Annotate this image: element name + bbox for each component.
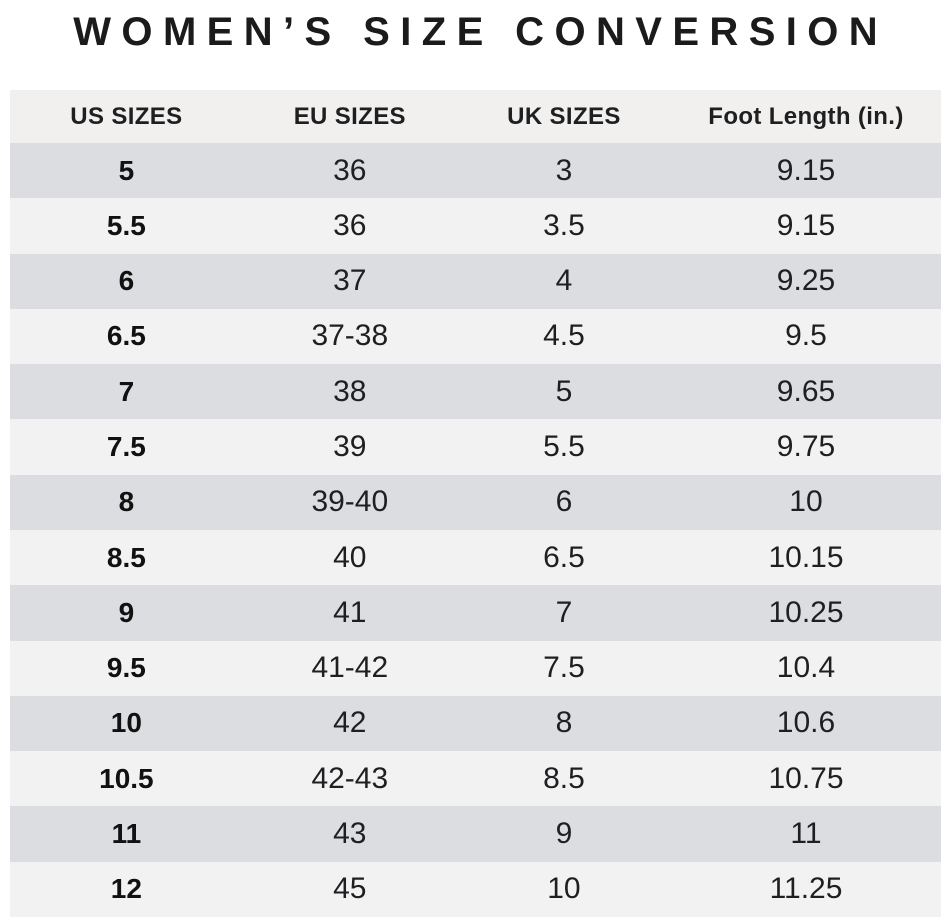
cell-foot-length: 10.4 <box>776 651 836 685</box>
cell-eu-size: 42 <box>333 706 367 740</box>
table-row: 5 36 3 9.15 <box>10 143 941 199</box>
table-body: 5 36 3 9.15 5.5 36 3.5 9.15 6 37 4 9.25 6.5 37-38 4.5 9… <box>10 143 941 917</box>
table-header-row: US SIZES EU SIZES UK SIZES Foot Length (… <box>10 90 941 143</box>
cell-eu-size: 41-42 <box>311 651 389 685</box>
cell-eu-size: 38 <box>333 374 367 408</box>
cell-us-size: 5.5 <box>106 209 146 241</box>
cell-foot-length: 10 <box>789 485 823 519</box>
cell-eu-size: 41 <box>333 595 367 629</box>
cell-us-size: 9.5 <box>106 652 146 684</box>
table-row: 6.5 37-38 4.5 9.5 <box>10 308 941 365</box>
cell-uk-size: 9 <box>555 817 573 851</box>
cell-eu-size: 37 <box>333 264 367 298</box>
cell-us-size: 10.5 <box>99 762 154 794</box>
cell-us-size: 6 <box>118 265 135 297</box>
cell-foot-length: 9.15 <box>776 153 836 187</box>
cell-uk-size: 4 <box>555 264 573 298</box>
cell-foot-length: 10.6 <box>776 706 836 740</box>
table-row: 10.5 42-43 8.5 10.75 <box>10 751 941 807</box>
column-header-uk-sizes: UK SIZES <box>507 102 621 130</box>
table-row: 8.5 40 6.5 10.15 <box>10 529 941 586</box>
cell-uk-size: 4.5 <box>543 319 585 353</box>
table-row: 8 39-40 6 10 <box>10 474 941 530</box>
table-row: 9 41 7 10.25 <box>10 585 941 641</box>
cell-us-size: 7 <box>118 375 135 407</box>
cell-us-size: 7.5 <box>106 431 146 463</box>
size-conversion-table: US SIZES EU SIZES UK SIZES Foot Length (… <box>10 90 941 917</box>
table-row: 7 38 5 9.65 <box>10 364 941 420</box>
cell-foot-length: 9.25 <box>776 264 836 298</box>
cell-us-size: 6.5 <box>106 320 146 352</box>
cell-uk-size: 10 <box>547 872 581 906</box>
cell-foot-length: 11.25 <box>769 872 843 906</box>
cell-us-size: 10 <box>110 707 142 739</box>
cell-foot-length: 10.25 <box>768 595 844 629</box>
cell-uk-size: 5 <box>555 374 573 408</box>
cell-us-size: 8.5 <box>106 541 146 573</box>
cell-foot-length: 10.15 <box>768 540 844 574</box>
column-header-us-sizes: US SIZES <box>70 102 183 130</box>
cell-eu-size: 43 <box>333 817 367 851</box>
cell-uk-size: 7.5 <box>543 651 585 685</box>
table-row: 11 43 9 11 <box>10 806 941 862</box>
cell-eu-size: 37-38 <box>311 319 389 353</box>
column-header-eu-sizes: EU SIZES <box>293 102 406 130</box>
table-row: 10 42 8 10.6 <box>10 695 941 752</box>
column-header-foot-length: Foot Length (in.) <box>708 102 904 130</box>
page-title: WOMEN’S SIZE CONVERSION <box>73 10 889 54</box>
cell-uk-size: 6 <box>555 485 573 519</box>
table-row: 7.5 39 5.5 9.75 <box>10 419 941 475</box>
cell-uk-size: 3 <box>555 153 573 187</box>
cell-foot-length: 11 <box>790 817 822 851</box>
table-row: 9.5 41-42 7.5 10.4 <box>10 640 941 696</box>
cell-eu-size: 39 <box>333 430 367 464</box>
cell-eu-size: 45 <box>333 872 367 906</box>
cell-eu-size: 40 <box>333 540 367 574</box>
cell-foot-length: 9.75 <box>776 430 836 464</box>
cell-us-size: 5 <box>118 154 135 186</box>
cell-eu-size: 39-40 <box>311 485 389 519</box>
cell-uk-size: 8 <box>555 706 573 740</box>
cell-uk-size: 8.5 <box>543 761 585 795</box>
cell-uk-size: 3.5 <box>543 208 585 242</box>
cell-us-size: 12 <box>110 873 142 905</box>
table-row: 6 37 4 9.25 <box>10 253 941 309</box>
cell-us-size: 11 <box>111 818 142 850</box>
table-row: 5.5 36 3.5 9.15 <box>10 198 941 254</box>
cell-uk-size: 6.5 <box>543 540 585 574</box>
cell-uk-size: 7 <box>555 595 573 629</box>
cell-eu-size: 36 <box>333 153 367 187</box>
cell-foot-length: 9.65 <box>776 374 836 408</box>
cell-eu-size: 36 <box>333 208 367 242</box>
cell-foot-length: 9.5 <box>785 319 827 353</box>
cell-us-size: 8 <box>118 486 135 518</box>
cell-foot-length: 9.15 <box>776 208 836 242</box>
cell-foot-length: 10.75 <box>768 761 844 795</box>
cell-us-size: 9 <box>118 596 135 628</box>
cell-eu-size: 42-43 <box>311 761 389 795</box>
cell-uk-size: 5.5 <box>543 430 585 464</box>
table-row: 12 45 10 11.25 <box>10 861 941 917</box>
